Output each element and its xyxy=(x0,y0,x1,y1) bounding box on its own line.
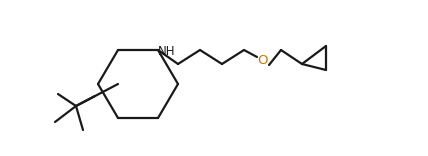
Text: O: O xyxy=(258,54,268,68)
Text: NH: NH xyxy=(158,45,176,58)
